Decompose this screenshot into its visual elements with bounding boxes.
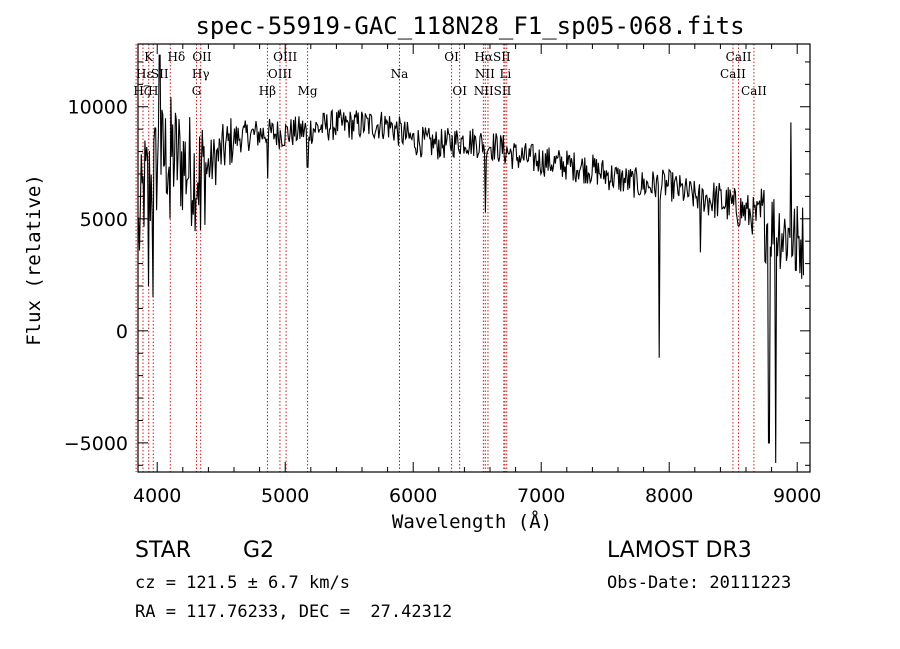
y-axis-label: Flux (relative) [23, 174, 45, 346]
survey-name: LAMOST DR3 [607, 538, 752, 563]
line-label: Hε [136, 67, 153, 81]
line-label: CaII [741, 84, 767, 98]
x-tick-label: 6000 [389, 485, 437, 507]
plot-frame [137, 43, 811, 473]
y-tick-label: 0 [116, 321, 128, 343]
spectral-line-markers [135, 44, 755, 472]
x-tick-label: 4000 [133, 485, 181, 507]
line-label: OII [192, 50, 212, 64]
spectrum-series [138, 54, 805, 464]
line-label: CaII [720, 67, 746, 81]
object-subclass: G2 [243, 538, 275, 563]
x-tick-label: 7000 [517, 485, 565, 507]
line-label: HαSII [474, 50, 511, 64]
line-label: Hβ [259, 84, 276, 98]
line-label: Li [499, 67, 511, 81]
line-label: OI [452, 84, 467, 98]
line-label: G [192, 84, 202, 98]
chart-title: spec-55919-GAC_118N28_F1_sp05-068.fits [195, 12, 744, 40]
line-label: Na [391, 67, 409, 81]
y-tick-label: −5000 [64, 433, 128, 455]
observation-date: Obs-Date: 20111223 [607, 573, 792, 593]
y-tick-label: 10000 [68, 97, 128, 119]
line-label: Hδ [168, 50, 186, 64]
line-label: OI [444, 50, 459, 64]
line-label: Mg [298, 84, 318, 98]
redshift-text: cz = 121.5 ± 6.7 km/s [135, 573, 350, 593]
line-label: NII [475, 67, 495, 81]
line-label: K [144, 50, 154, 64]
line-label: Hγ [192, 67, 210, 81]
line-label: NIISII [474, 84, 512, 98]
axis-ticks: 4000 5000 6000 7000 8000 9000 −5000 0 5000 10000 [64, 44, 821, 507]
object-class: STAR [135, 538, 192, 563]
line-label: OIII [273, 50, 297, 64]
x-tick-label: 9000 [773, 485, 821, 507]
x-axis-label: Wavelength (Å) [392, 510, 552, 533]
line-label: OIII [268, 67, 292, 81]
line-label: CaII [726, 50, 752, 64]
x-tick-label: 8000 [645, 485, 693, 507]
x-tick-label: 5000 [261, 485, 309, 507]
line-label: H [148, 84, 158, 98]
y-tick-label: 5000 [80, 209, 128, 231]
coordinates-text: RA = 117.76233, DEC = 27.42312 [135, 602, 453, 622]
